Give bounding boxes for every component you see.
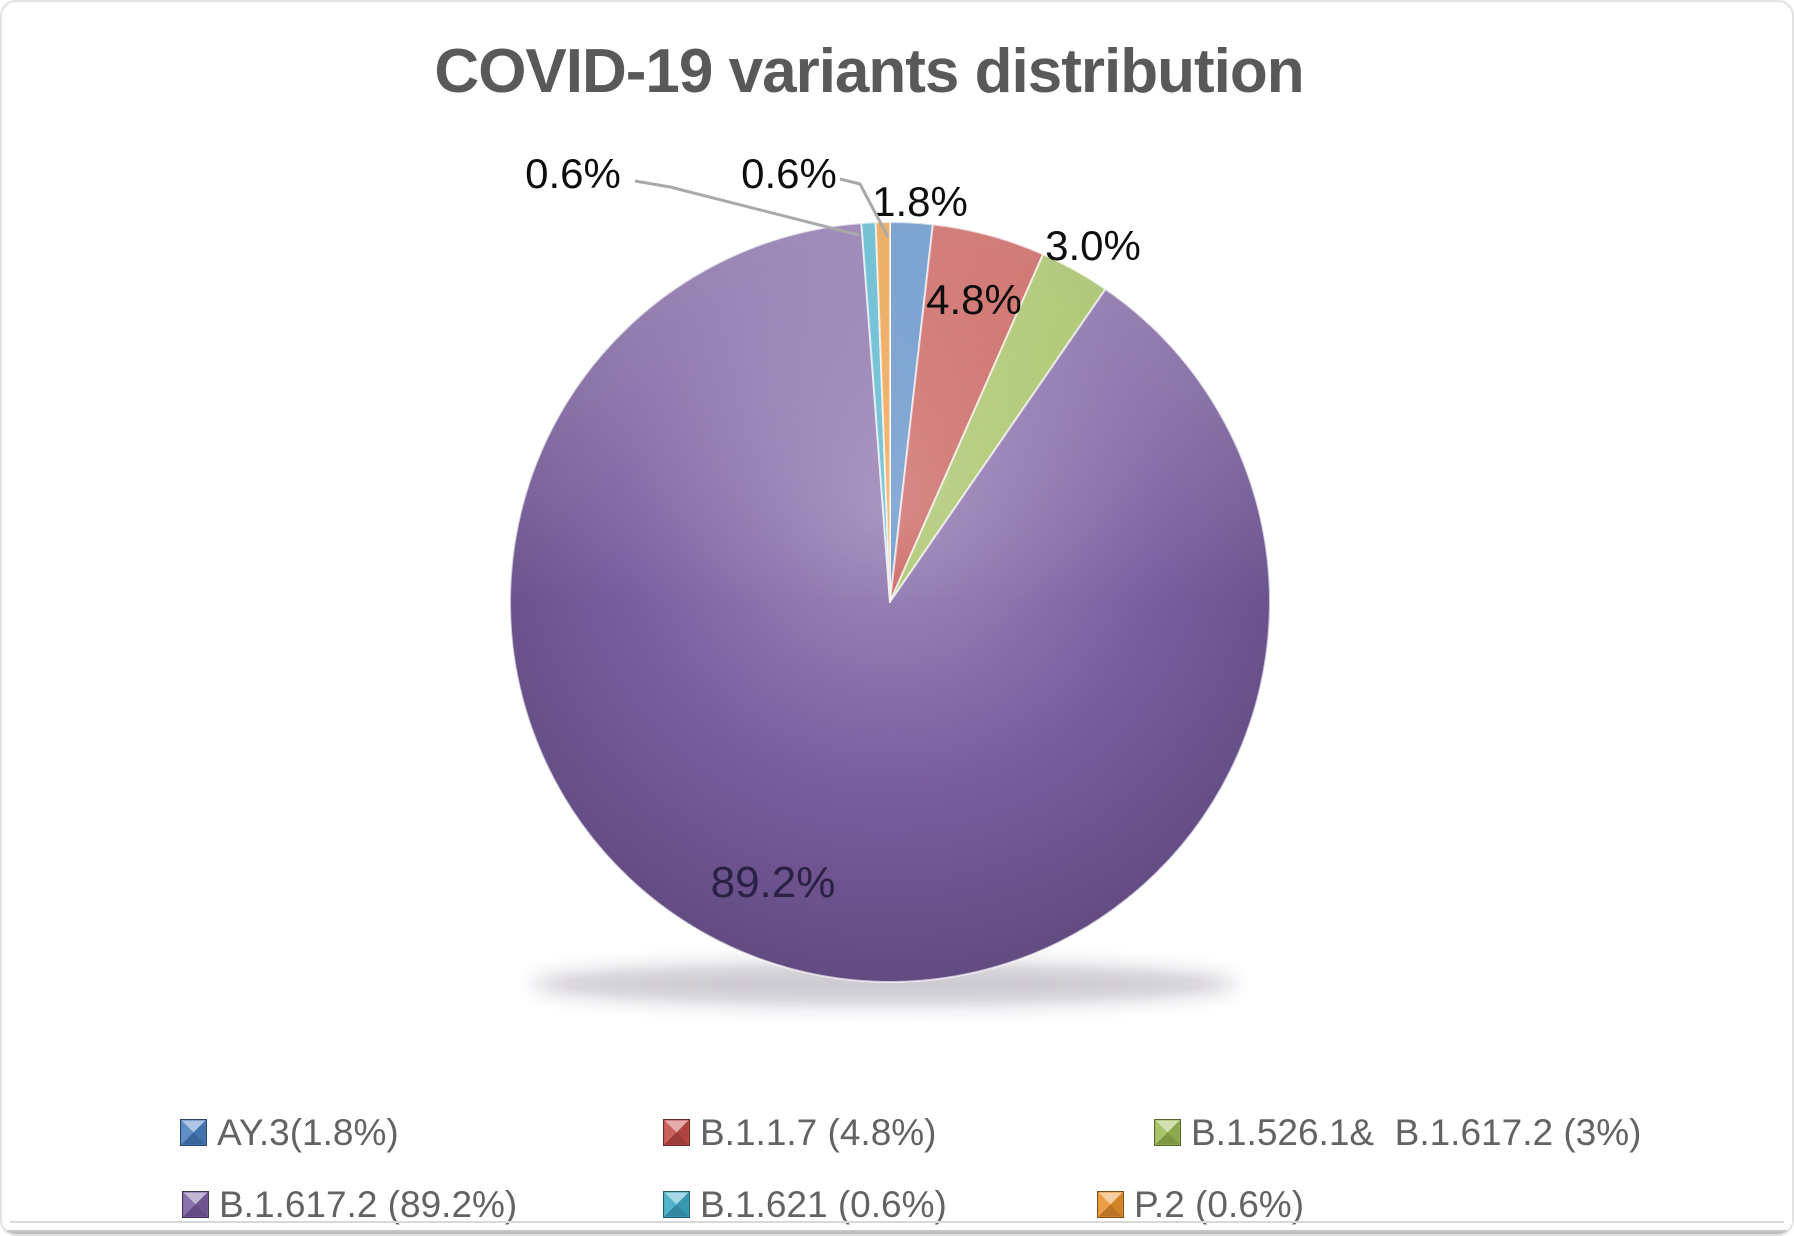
legend-label-b-1-621: B.1.621 (0.6%) [700,1184,947,1225]
legend-marker-ay-3-icon [180,1119,207,1146]
bottom-divider-thick [2,1230,1792,1234]
bottom-divider-thin [10,1221,1784,1223]
data-label-b-1-526-1-b-1-617-2: 3.0% [1045,222,1141,269]
chart-title: COVID-19 variants distribution [434,37,1304,106]
label-leader-line-b-1-621 [634,179,860,237]
data-label-ay-3: 1.8% [872,178,968,225]
data-label-b-1-621: 0.6% [525,150,621,197]
legend-label-p-2: P.2 (0.6%) [1134,1184,1305,1225]
legend-item-p-2: P.2 (0.6%) [1097,1186,1304,1223]
legend-label-ay-3: AY.3(1.8%) [217,1112,399,1153]
data-label-b-1-617-2: 89.2% [711,858,836,907]
legend-item-ay-3: AY.3(1.8%) [180,1114,399,1151]
legend-label-b-1-1-7: B.1.1.7 (4.8%) [700,1112,937,1153]
legend-item-b-1-1-7: B.1.1.7 (4.8%) [663,1114,937,1151]
legend-marker-b-1-621-icon [663,1191,690,1218]
legend-marker-p-2-icon [1097,1191,1124,1218]
legend-item-b-1-526-1-b-1-617-2: B.1.526.1& B.1.617.2 (3%) [1154,1114,1641,1151]
legend-item-b-1-617-2: B.1.617.2 (89.2%) [182,1186,517,1223]
legend-marker-b-1-526-1-b-1-617-2-icon [1154,1119,1181,1146]
data-label-p-2: 0.6% [741,150,837,197]
data-label-b-1-1-7: 4.8% [926,276,1022,323]
legend-marker-b-1-617-2-icon [182,1191,209,1218]
legend-label-b-1-526-1-b-1-617-2: B.1.526.1& B.1.617.2 (3%) [1191,1112,1642,1153]
legend-label-b-1-617-2: B.1.617.2 (89.2%) [219,1184,518,1225]
legend-marker-b-1-1-7-icon [663,1119,690,1146]
legend-item-b-1-621: B.1.621 (0.6%) [663,1186,947,1223]
label-leader-line-p-2 [839,177,890,238]
